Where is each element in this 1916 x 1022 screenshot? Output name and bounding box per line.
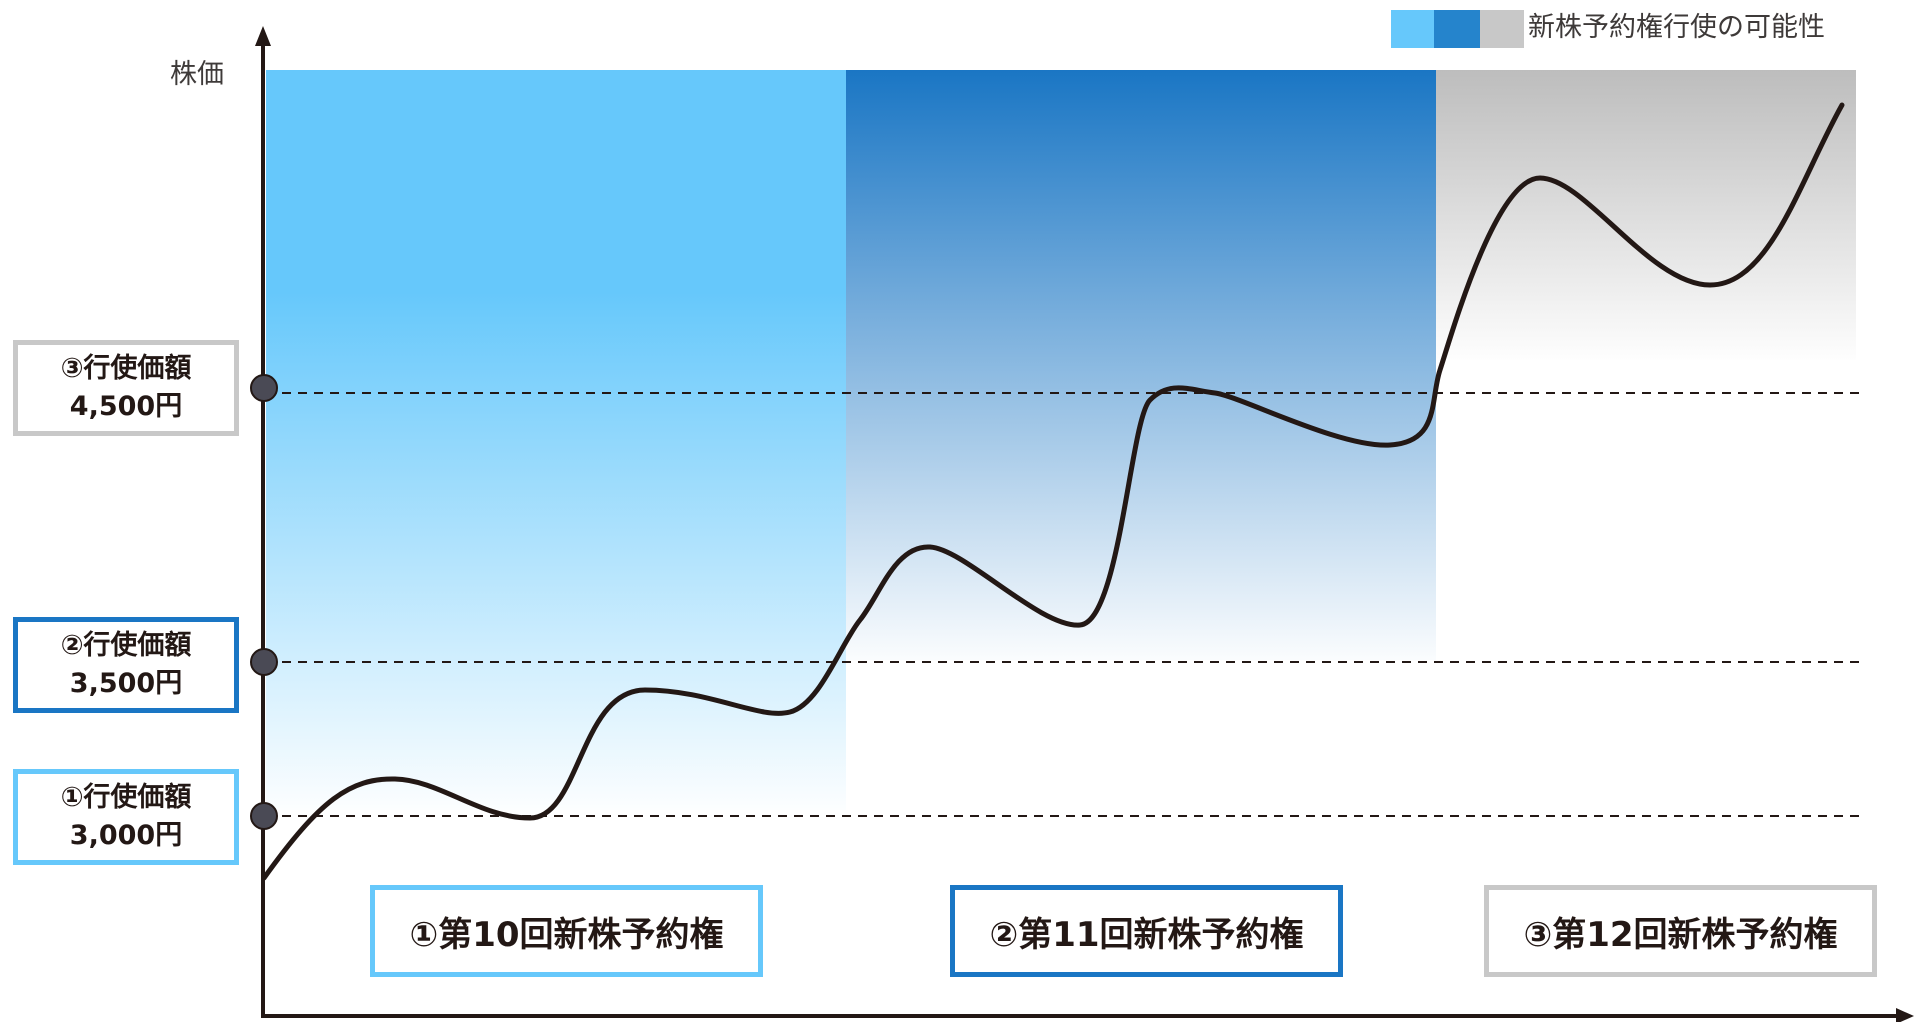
exercise-price-label: ②行使価額 [60, 630, 192, 661]
series-box-10: ①第10回新株予約権 [370, 885, 763, 977]
region-series-10 [266, 70, 846, 810]
legend-label: 新株予約権行使の可能性 [1528, 12, 1825, 43]
exercise-price-box-2: ②行使価額 3,500円 [13, 617, 239, 713]
y-axis-arrow-icon [255, 26, 271, 46]
exercise-price-label: ③行使価額 [60, 353, 192, 384]
legend-swatch-gray [1480, 10, 1524, 48]
y-axis-label: 株価 [170, 59, 224, 90]
exercise-price-label: ①行使価額 [60, 782, 192, 813]
legend-swatch-light-blue [1391, 10, 1434, 48]
exercise-price-box-3: ③行使価額 4,500円 [13, 340, 239, 436]
exercise-price-box-1: ①行使価額 3,000円 [13, 769, 239, 865]
exercise-price-value: 4,500円 [69, 391, 183, 422]
exercise-price-value: 3,500円 [69, 668, 183, 699]
marker-3500 [250, 648, 278, 676]
marker-3000 [250, 802, 278, 830]
series-box-11: ②第11回新株予約権 [950, 885, 1343, 977]
legend-swatch-mid-blue [1434, 10, 1480, 48]
marker-4500 [250, 374, 278, 402]
stock-price-curve [261, 102, 1845, 881]
x-axis-arrow-icon [1896, 1008, 1914, 1022]
series-box-12: ③第12回新株予約権 [1484, 885, 1877, 977]
exercise-price-value: 3,000円 [69, 820, 183, 851]
region-series-11 [846, 70, 1436, 660]
